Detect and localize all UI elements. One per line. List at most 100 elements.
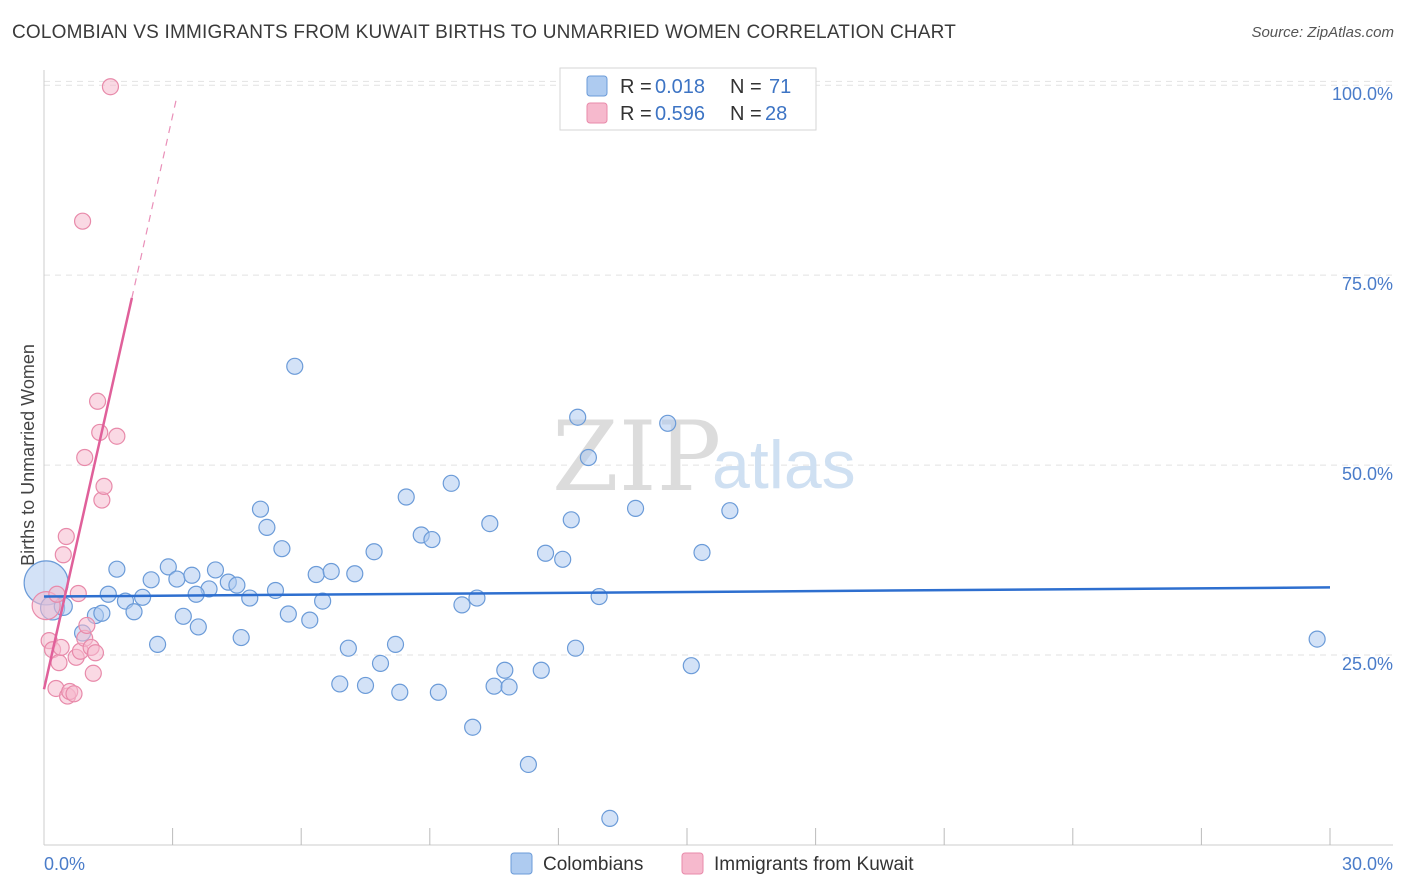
- point-colombians-16: [183, 566, 201, 584]
- point-colombians-44: [423, 530, 441, 549]
- watermark: ZIP atlas: [552, 401, 856, 513]
- point-colombians-34: [331, 675, 349, 693]
- point-colombians-58: [562, 511, 580, 529]
- y-tick-label-3: 100.0%: [1332, 84, 1393, 104]
- point-colombians-65: [659, 414, 677, 432]
- gridlines: [44, 80, 1393, 656]
- point-kuwait-27: [48, 585, 66, 603]
- y-tick-label-1: 50.0%: [1342, 464, 1393, 484]
- point-colombians-50: [481, 515, 499, 533]
- point-colombians-29: [286, 357, 304, 375]
- point-colombians-46: [442, 474, 460, 492]
- point-colombians-69: [1308, 630, 1326, 648]
- point-colombians-17: [189, 618, 207, 636]
- point-colombians-15: [174, 607, 192, 625]
- point-colombians-62: [590, 587, 608, 606]
- point-colombians-63: [601, 809, 619, 828]
- point-colombians-54: [519, 755, 537, 774]
- x-tick-labels: 0.0% 30.0%: [44, 854, 1393, 874]
- point-colombians-41: [391, 683, 409, 701]
- legend-top-r-label-blue: R =: [620, 76, 652, 98]
- point-kuwait-20: [86, 644, 105, 662]
- legend-bottom-label-colombians: Colombians: [543, 854, 643, 875]
- legend-bottom-swatch-kuwait: [681, 852, 704, 875]
- point-colombians-60: [566, 639, 585, 657]
- point-kuwait-19: [84, 664, 102, 682]
- point-colombians-47: [453, 596, 471, 614]
- point-colombians-55: [532, 661, 550, 679]
- point-colombians-52: [496, 661, 514, 679]
- point-colombians-9: [125, 603, 143, 621]
- legend-top-n-value-blue: 71: [769, 76, 791, 98]
- point-colombians-42: [397, 488, 415, 506]
- legend-top-r-value-blue: 0.018: [655, 76, 705, 98]
- watermark-atlas: atlas: [712, 427, 856, 503]
- point-colombians-10: [133, 588, 152, 606]
- point-colombians-12: [148, 635, 167, 654]
- legend-top-n-label-pink: N =: [730, 103, 762, 125]
- point-colombians-30: [301, 611, 319, 629]
- y-tick-label-0: 25.0%: [1342, 654, 1393, 674]
- legend-top-n-value-pink: 28: [765, 103, 787, 125]
- legend-top-swatch-blue: [586, 75, 608, 97]
- y-axis-label: Births to Unmarried Women: [18, 344, 38, 566]
- point-colombians-32: [314, 592, 332, 610]
- point-colombians-21: [228, 576, 246, 594]
- source-label: Source: ZipAtlas.com: [1251, 24, 1394, 41]
- point-colombians-5: [93, 604, 111, 622]
- point-kuwait-25: [101, 78, 120, 96]
- point-colombians-22: [232, 628, 250, 647]
- point-kuwait-7: [57, 527, 75, 546]
- x-tick-label-1: 30.0%: [1342, 854, 1393, 874]
- legend-top-n-label-blue: N =: [730, 76, 762, 98]
- point-colombians-39: [371, 654, 390, 673]
- x-tick-label-0: 0.0%: [44, 854, 85, 874]
- point-colombians-7: [108, 560, 126, 578]
- point-colombians-66: [682, 657, 700, 675]
- chart-title: COLOMBIAN VS IMMIGRANTS FROM KUWAIT BIRT…: [12, 22, 957, 43]
- point-colombians-38: [365, 543, 383, 561]
- point-colombians-11: [142, 571, 160, 589]
- legend-top-r-value-pink: 0.596: [655, 103, 705, 125]
- trend-line-kuwait: [42, 297, 134, 690]
- point-colombians-19: [206, 561, 225, 579]
- point-colombians-37: [356, 676, 375, 695]
- point-colombians-33: [322, 562, 340, 581]
- trend-line-colombians: [43, 586, 1331, 598]
- point-kuwait-15: [76, 448, 94, 467]
- point-colombians-28: [279, 605, 297, 623]
- y-tick-labels: 25.0% 50.0% 75.0% 100.0%: [1332, 84, 1393, 674]
- legend-bottom: Colombians Immigrants from Kuwait: [510, 852, 914, 875]
- trend-lines: [42, 96, 1331, 690]
- legend-bottom-swatch-colombians: [510, 852, 533, 875]
- point-colombians-59: [569, 408, 587, 426]
- point-colombians-57: [554, 550, 572, 568]
- point-kuwait-4: [50, 654, 68, 672]
- point-colombians-68: [721, 502, 739, 520]
- legend-top: R = 0.018 N = 71 R = 0.596 N = 28: [559, 67, 817, 131]
- point-colombians-23: [241, 589, 259, 607]
- legend-bottom-label-kuwait: Immigrants from Kuwait: [714, 854, 914, 875]
- point-kuwait-21: [88, 392, 107, 410]
- point-kuwait-12: [69, 584, 87, 603]
- point-kuwait-24: [95, 477, 113, 495]
- trend-extension-kuwait: [131, 96, 178, 299]
- axes: [43, 70, 1393, 846]
- legend-top-swatch-pink: [586, 102, 608, 124]
- point-colombians-40: [386, 635, 405, 654]
- point-colombians-36: [346, 565, 364, 583]
- point-colombians-56: [536, 544, 555, 562]
- point-colombians-25: [258, 518, 276, 537]
- point-colombians-61: [579, 448, 598, 467]
- point-colombians-31: [307, 565, 325, 584]
- point-colombians-51: [485, 677, 503, 695]
- point-kuwait-10: [65, 685, 83, 703]
- point-colombians-27: [273, 540, 291, 558]
- point-colombians-53: [500, 678, 518, 696]
- point-kuwait-17: [78, 616, 96, 635]
- point-colombians-64: [626, 499, 645, 518]
- point-kuwait-14: [73, 212, 92, 230]
- point-colombians-6: [99, 585, 117, 603]
- point-colombians-67: [693, 543, 711, 562]
